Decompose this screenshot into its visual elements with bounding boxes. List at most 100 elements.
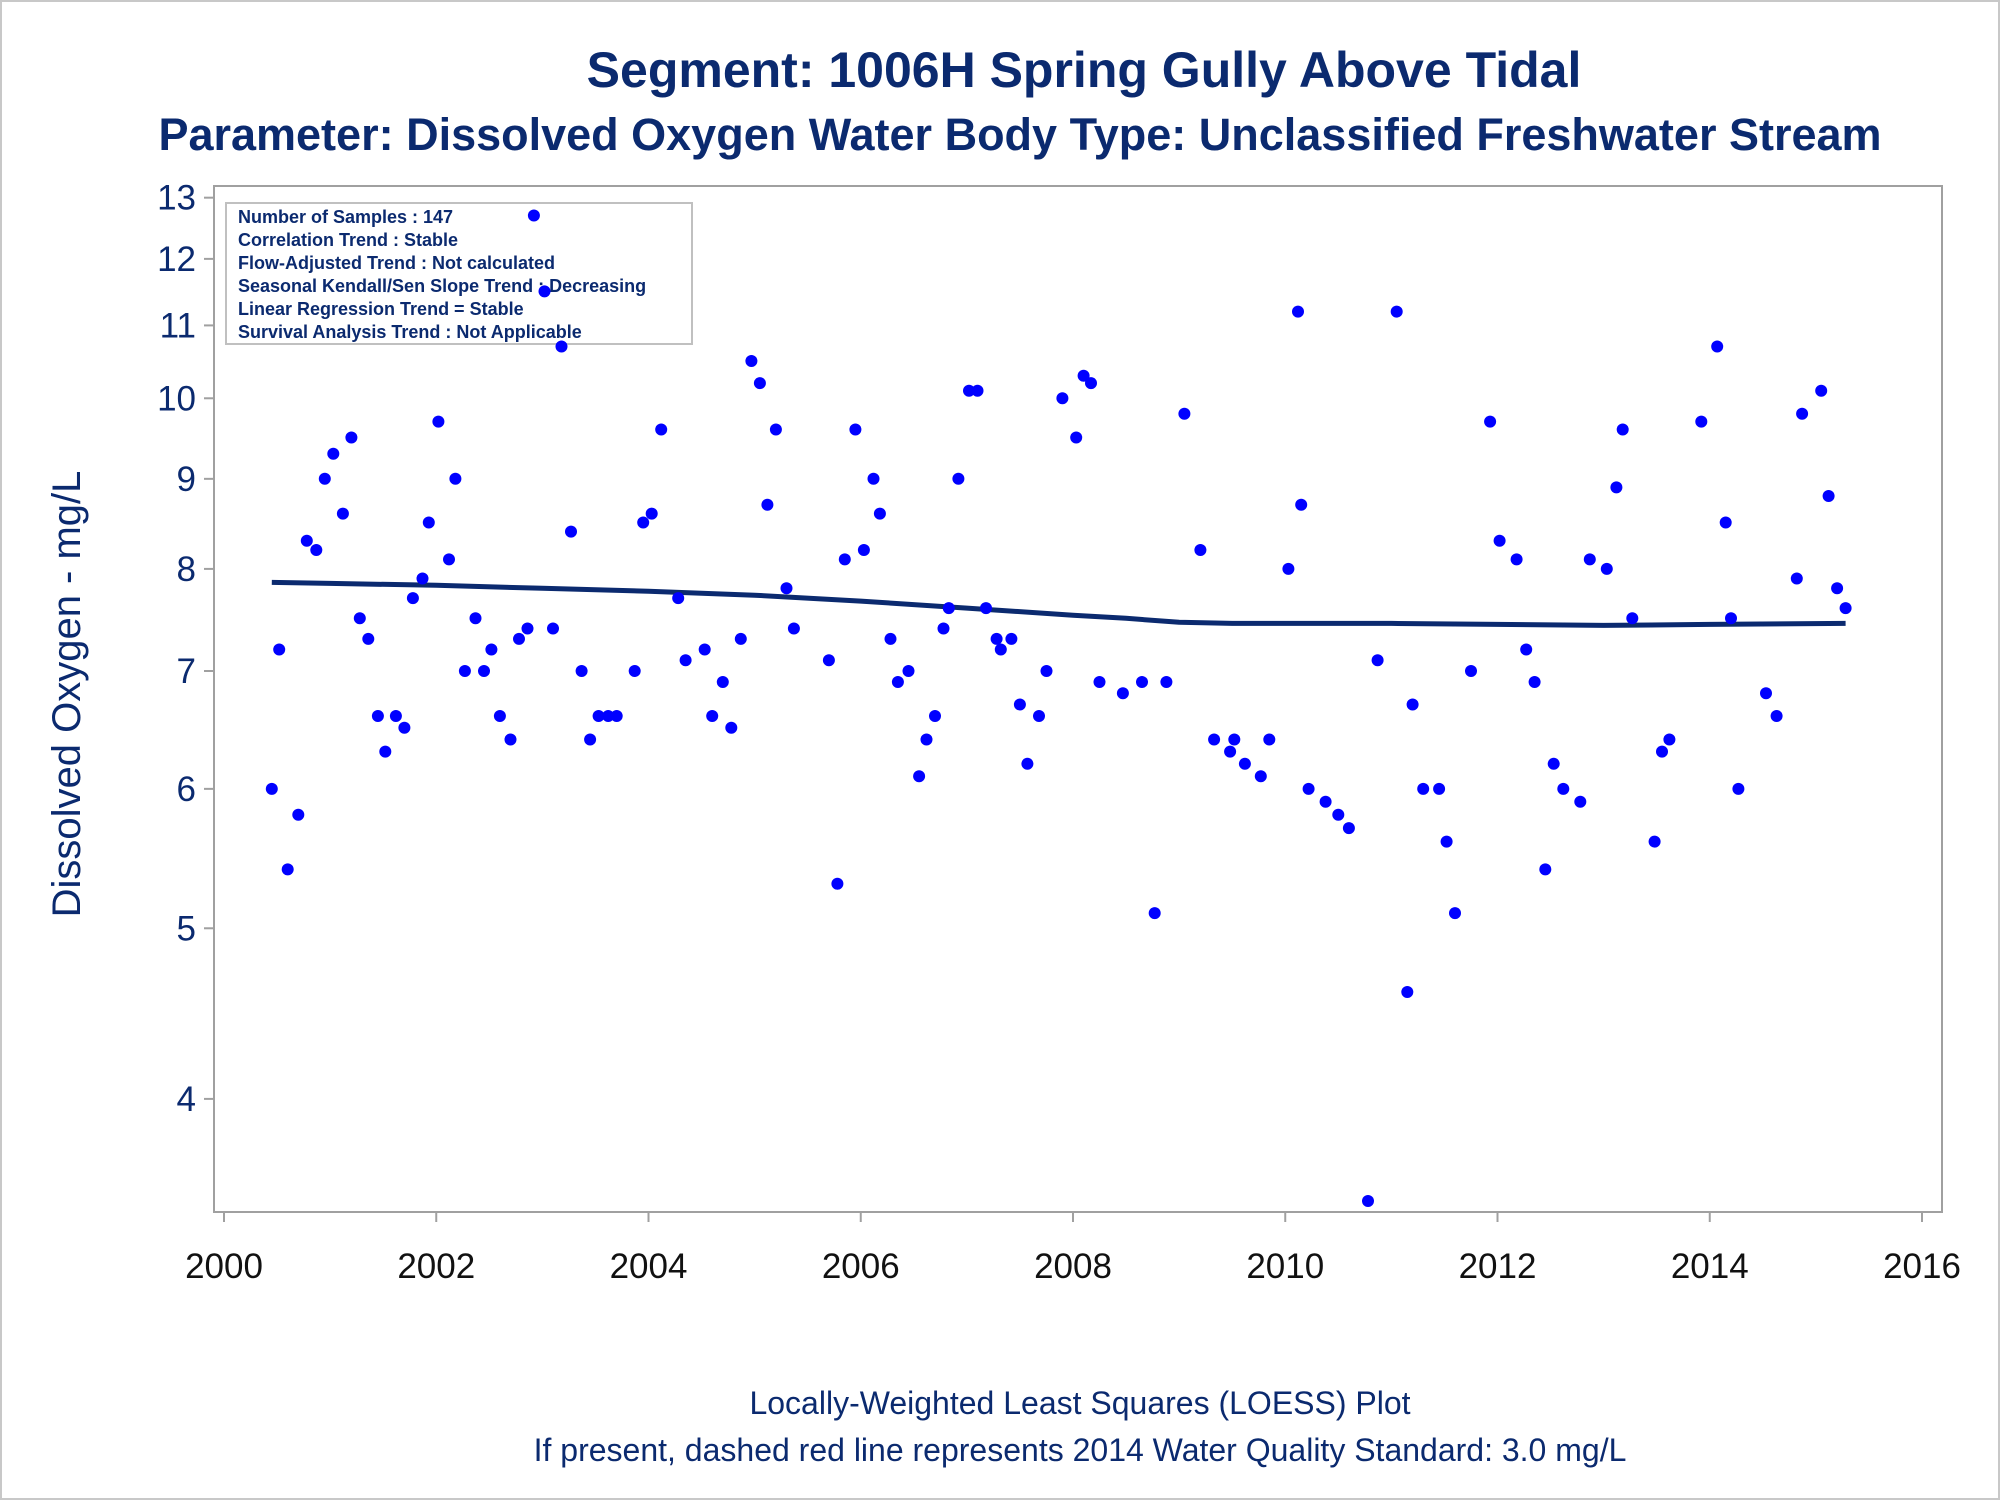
x-tick-label: 2016 xyxy=(1883,1247,1961,1286)
data-point xyxy=(706,710,719,722)
y-tick-label: 7 xyxy=(177,652,196,691)
data-point xyxy=(1484,415,1497,428)
data-point xyxy=(547,622,559,635)
data-point xyxy=(1160,676,1173,688)
data-point xyxy=(1362,1195,1374,1207)
data-point xyxy=(831,877,844,890)
loess-line xyxy=(271,579,1846,628)
data-point xyxy=(1295,498,1308,511)
data-point xyxy=(389,710,402,722)
data-point xyxy=(1228,733,1241,746)
data-point xyxy=(952,472,965,485)
loess-layer xyxy=(271,579,1846,628)
data-point xyxy=(761,498,774,511)
data-point xyxy=(1648,835,1661,848)
data-point xyxy=(1401,986,1414,998)
data-point xyxy=(787,622,800,635)
data-point xyxy=(920,733,933,746)
data-point xyxy=(1254,770,1267,783)
data-point xyxy=(1616,423,1629,436)
data-point xyxy=(310,544,323,556)
data-point xyxy=(1449,907,1461,920)
stats-line-correlation: Correlation Trend : Stable xyxy=(238,230,458,250)
data-point xyxy=(780,582,793,595)
data-point xyxy=(485,643,498,656)
x-tick-label: 2010 xyxy=(1246,1247,1324,1286)
data-point xyxy=(1440,835,1453,848)
data-point xyxy=(1077,369,1090,382)
data-point xyxy=(432,415,445,428)
data-point xyxy=(398,721,411,734)
data-point xyxy=(265,782,278,795)
data-point xyxy=(1282,562,1295,575)
data-point xyxy=(1465,665,1477,677)
data-point xyxy=(1093,676,1106,688)
data-point xyxy=(884,632,897,645)
x-tick-label: 2000 xyxy=(185,1247,263,1286)
data-point xyxy=(1839,602,1852,615)
data-point xyxy=(1831,582,1844,595)
data-point xyxy=(1116,687,1129,700)
data-point xyxy=(1319,795,1332,808)
data-point xyxy=(1371,654,1384,667)
data-point xyxy=(734,632,747,645)
data-point xyxy=(1033,710,1045,722)
data-point xyxy=(838,553,851,566)
data-point xyxy=(602,710,615,722)
data-point xyxy=(353,612,366,625)
data-point xyxy=(929,710,941,722)
data-point xyxy=(867,472,880,485)
data-point xyxy=(1342,822,1355,835)
data-point xyxy=(1302,782,1315,795)
data-point xyxy=(504,733,517,746)
data-point xyxy=(857,544,870,556)
y-tick-label: 12 xyxy=(157,240,196,279)
y-tick-label: 4 xyxy=(177,1080,196,1119)
x-axis: 2000 2002 2004 2006 2008 2010 2012 2014 2016 xyxy=(185,1212,1961,1286)
data-point xyxy=(637,516,650,529)
data-point xyxy=(1711,340,1724,353)
data-point xyxy=(753,377,766,390)
data-point xyxy=(416,572,429,585)
data-point xyxy=(1557,782,1570,795)
data-point xyxy=(610,710,623,722)
data-point xyxy=(1178,407,1191,420)
data-point xyxy=(716,676,729,688)
data-point xyxy=(1725,612,1737,625)
data-point xyxy=(980,602,992,615)
data-point xyxy=(1510,553,1523,566)
y-tick-label: 10 xyxy=(157,379,196,418)
data-point xyxy=(1417,782,1430,795)
x-tick-label: 2014 xyxy=(1671,1247,1749,1286)
data-point xyxy=(1238,757,1251,770)
data-point xyxy=(628,665,641,677)
stats-box-frame xyxy=(225,202,693,345)
data-point xyxy=(822,654,835,667)
data-point xyxy=(891,676,904,688)
data-point xyxy=(1663,733,1676,746)
data-point xyxy=(443,553,455,566)
data-point xyxy=(327,447,340,460)
data-point xyxy=(1136,676,1148,688)
stats-box: Number of Samples : 147 Correlation Tren… xyxy=(225,202,693,345)
data-point xyxy=(1056,392,1069,405)
stats-line-linear-regression: Linear Regression Trend = Stable xyxy=(238,299,524,319)
data-point xyxy=(1656,745,1668,758)
data-point xyxy=(1626,612,1639,625)
data-point xyxy=(1732,782,1745,795)
data-point xyxy=(1005,632,1018,645)
x-tick-label: 2002 xyxy=(397,1247,475,1286)
data-point xyxy=(478,665,490,677)
y-tick-label: 6 xyxy=(177,770,196,809)
data-point xyxy=(698,643,711,656)
data-point xyxy=(281,863,294,876)
stats-line-samples: Number of Samples : 147 xyxy=(238,207,453,227)
data-point xyxy=(1770,710,1783,722)
data-point xyxy=(1263,733,1276,746)
data-point xyxy=(345,431,358,444)
data-point xyxy=(449,472,462,485)
data-point xyxy=(1021,757,1034,770)
y-axis: 4 5 6 7 8 9 10 11 12 13 xyxy=(157,179,214,1119)
data-point xyxy=(527,209,540,222)
